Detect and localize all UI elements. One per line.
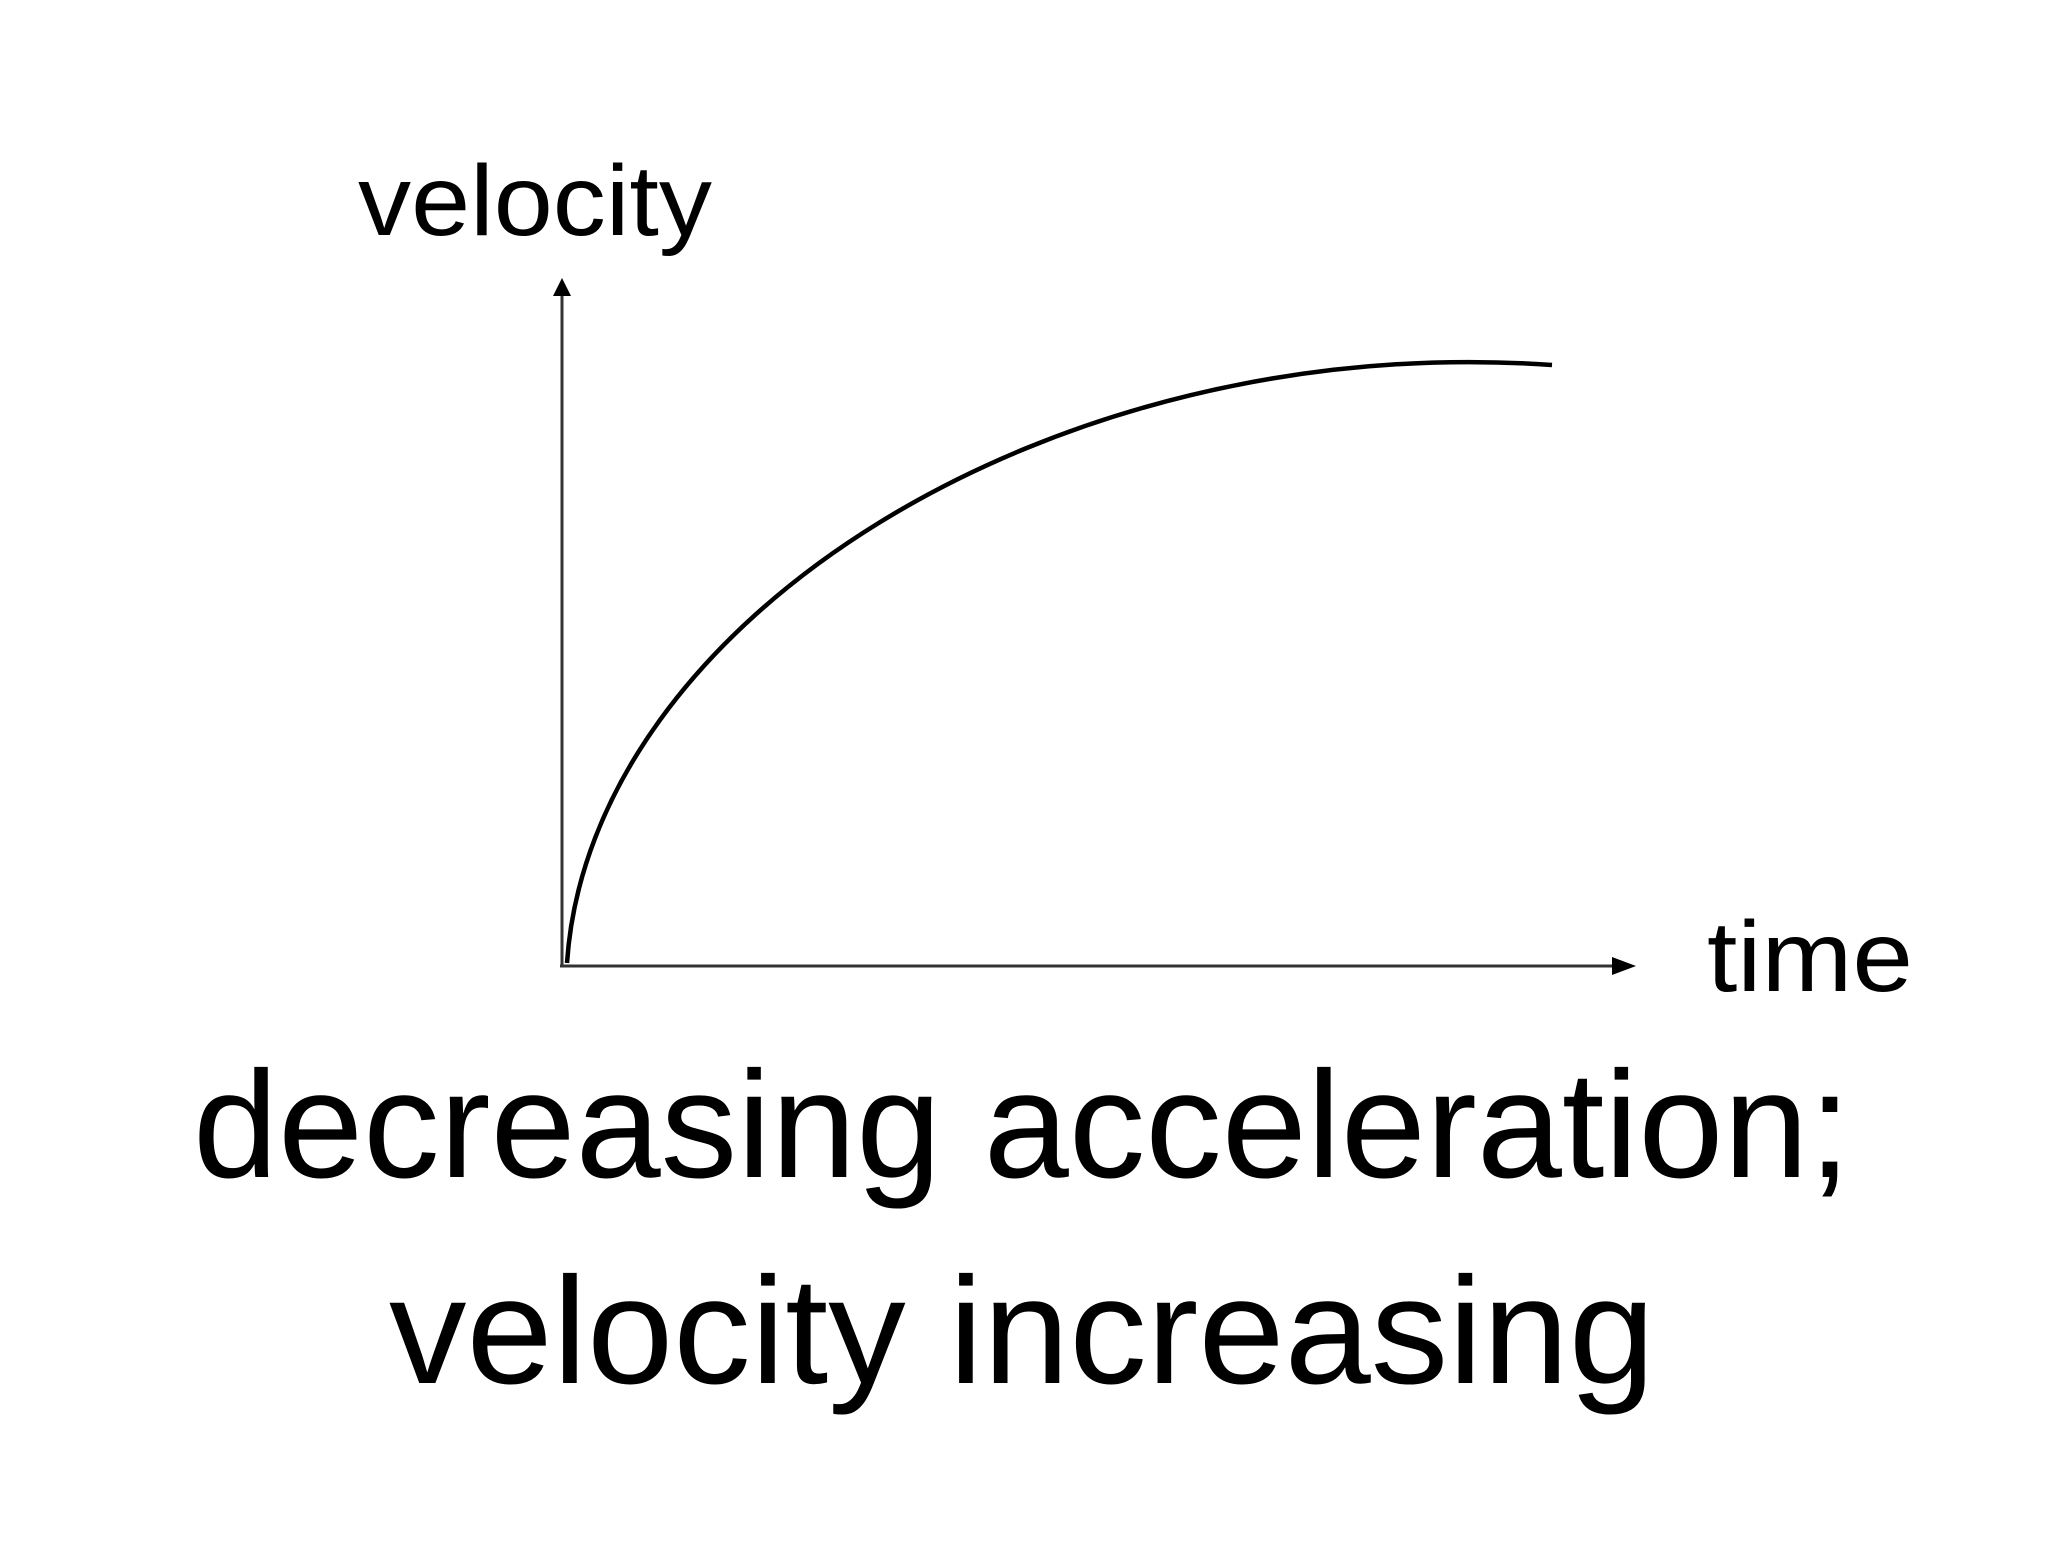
caption-line-1: decreasing acceleration; (193, 1040, 1851, 1210)
arrowhead-up-icon (553, 278, 571, 296)
y-axis (553, 278, 571, 967)
arrowhead-right-icon (1612, 957, 1636, 975)
y-axis-label: velocity (358, 145, 712, 257)
caption-line-2: velocity increasing (389, 1246, 1655, 1416)
x-axis (560, 957, 1636, 975)
x-axis-label: time (1707, 901, 1913, 1013)
velocity-curve (564, 359, 1553, 964)
